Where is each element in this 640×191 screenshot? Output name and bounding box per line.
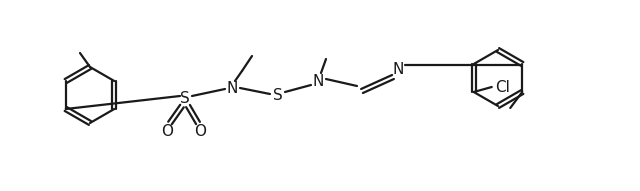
Text: S: S xyxy=(180,91,190,105)
Text: O: O xyxy=(161,125,173,139)
Text: N: N xyxy=(312,74,324,88)
Text: N: N xyxy=(392,62,404,77)
Text: S: S xyxy=(273,87,283,103)
Text: N: N xyxy=(227,80,237,96)
Text: O: O xyxy=(194,125,206,139)
Text: Cl: Cl xyxy=(495,79,510,95)
